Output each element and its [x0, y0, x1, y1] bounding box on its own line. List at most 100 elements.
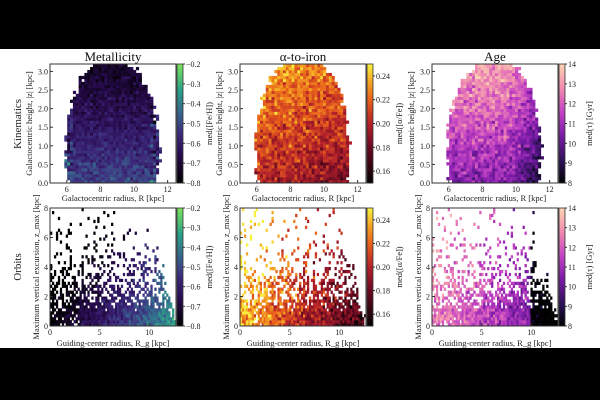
- heatmap-cell: [509, 180, 513, 184]
- heatmap-cell: [294, 138, 298, 142]
- heatmap-cell: [466, 150, 470, 154]
- heatmap-cell: [85, 302, 88, 306]
- heatmap-cell: [267, 296, 270, 300]
- heatmap-cell: [118, 177, 122, 181]
- heatmap-cell: [500, 105, 504, 109]
- heatmap-cell: [297, 64, 301, 68]
- heatmap-cell: [480, 78, 484, 83]
- heatmap-cell: [535, 132, 539, 136]
- heatmap-cell: [150, 132, 154, 136]
- heatmap-cell: [277, 153, 281, 157]
- heatmap-cell: [291, 150, 295, 154]
- heatmap-cell: [492, 156, 496, 160]
- heatmap-cell: [314, 114, 318, 118]
- heatmap-cell: [492, 117, 496, 121]
- heatmap-cell: [265, 264, 268, 268]
- heatmap-cell: [517, 126, 522, 130]
- heatmap-cell: [153, 162, 157, 166]
- heatmap-cell: [120, 278, 124, 283]
- heatmap-cell: [457, 87, 461, 92]
- heatmap-cell: [91, 290, 94, 294]
- heatmap-cell: [515, 171, 519, 175]
- heatmap-cell: [325, 117, 330, 121]
- heatmap-cell: [331, 81, 335, 86]
- heatmap-cell: [249, 290, 253, 294]
- heatmap-cell: [257, 290, 260, 294]
- heatmap-cell: [111, 284, 114, 288]
- heatmap-cell: [500, 75, 504, 80]
- heatmap-cell: [81, 272, 84, 277]
- heatmap-cell: [90, 144, 94, 148]
- heatmap-cell: [328, 159, 332, 163]
- heatmap-cell: [320, 153, 324, 157]
- heatmap-cell: [305, 99, 310, 103]
- heatmap-cell: [69, 305, 72, 309]
- heatmap-cell: [325, 138, 330, 142]
- heatmap-cell: [265, 105, 269, 109]
- heatmap-cell: [263, 320, 266, 324]
- heatmap-cell: [280, 78, 284, 83]
- heatmap-cell: [466, 75, 470, 80]
- heatmap-cell: [147, 132, 151, 136]
- heatmap-cell: [469, 141, 473, 145]
- heatmap-cell: [483, 174, 487, 178]
- heatmap-cell: [135, 138, 140, 142]
- heatmap-cell: [337, 171, 341, 175]
- heatmap-cell: [170, 320, 173, 324]
- heatmap-cell: [509, 105, 513, 109]
- heatmap-cell: [138, 72, 142, 77]
- heatmap-cell: [331, 129, 335, 133]
- heatmap-cell: [85, 255, 88, 259]
- colorbar-segment: [559, 111, 565, 114]
- heatmap-cell: [122, 255, 126, 259]
- heatmap-cell: [84, 150, 88, 154]
- heatmap-cell: [135, 114, 140, 118]
- colorbar-segment: [559, 169, 565, 172]
- heatmap-cell: [71, 305, 74, 309]
- heatmap-cell: [99, 308, 102, 312]
- heatmap-cell: [480, 108, 484, 112]
- heatmap-cell: [285, 84, 289, 89]
- heatmap-cell: [150, 105, 154, 109]
- heatmap-cell: [274, 132, 278, 136]
- heatmap-cell: [495, 171, 499, 175]
- heatmap-cell: [331, 102, 335, 106]
- heatmap-cell: [492, 108, 496, 112]
- heatmap-cell: [155, 153, 160, 157]
- heatmap-cell: [506, 135, 510, 139]
- heatmap-cell: [240, 255, 243, 259]
- heatmap-cell: [526, 156, 530, 160]
- heatmap-cell: [311, 168, 315, 172]
- heatmap-cell: [70, 132, 74, 136]
- colorbar-segment: [559, 67, 565, 71]
- heatmap-cell: [132, 281, 135, 285]
- y-tick-label: 0.0: [420, 179, 430, 188]
- heatmap-cell: [124, 165, 128, 169]
- heatmap-cell: [526, 87, 530, 92]
- heatmap-cell: [113, 126, 117, 130]
- heatmap-cell: [303, 132, 307, 136]
- heatmap-cell: [75, 114, 79, 118]
- heatmap-cell: [320, 174, 324, 178]
- heatmap-cell: [323, 129, 327, 133]
- heatmap-cell: [110, 162, 114, 166]
- heatmap-cell: [113, 150, 117, 154]
- heatmap-cell: [489, 144, 493, 148]
- heatmap-cell: [135, 81, 140, 86]
- heatmap-cell: [249, 219, 253, 224]
- heatmap-cell: [124, 64, 128, 68]
- heatmap-cell: [110, 159, 114, 163]
- heatmap-cell: [337, 99, 341, 103]
- heatmap-cell: [449, 174, 453, 178]
- heatmap-cell: [93, 311, 96, 315]
- colorbar-segment: [559, 135, 565, 138]
- heatmap-cell: [71, 302, 74, 306]
- x-tick-label: 6: [447, 185, 451, 194]
- heatmap-cell: [300, 102, 304, 106]
- heatmap-cell: [483, 93, 487, 98]
- heatmap-cell: [90, 162, 94, 166]
- heatmap-cell: [268, 93, 272, 98]
- heatmap-cell: [277, 72, 281, 77]
- heatmap-cell: [109, 314, 112, 318]
- heatmap-cell: [311, 90, 315, 95]
